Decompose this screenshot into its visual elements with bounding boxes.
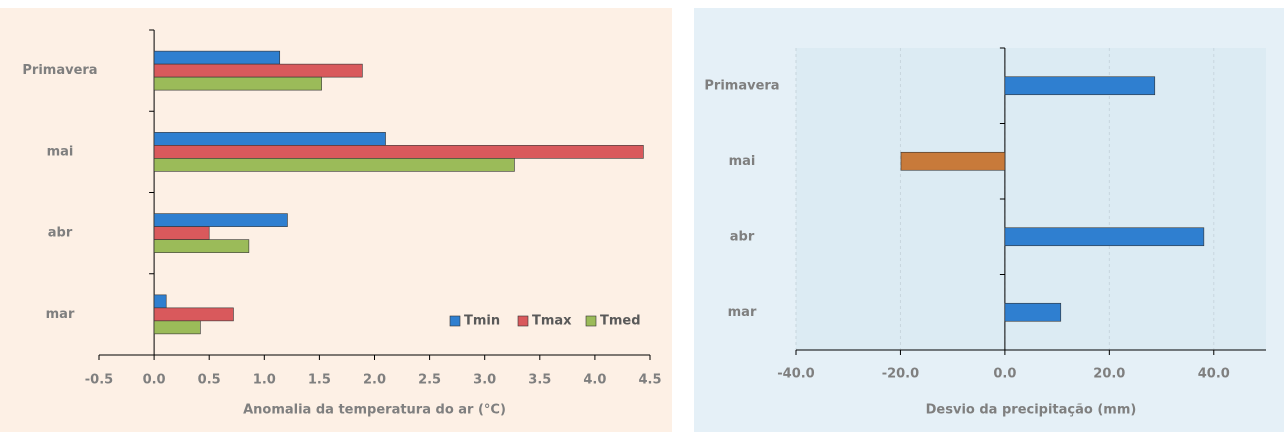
- y-tick-label: Primavera: [704, 78, 779, 93]
- x-axis-title: Anomalia da temperatura do ar (°C): [243, 403, 506, 418]
- bar: [1004, 227, 1205, 247]
- x-tick-label: 1.5: [308, 373, 331, 388]
- y-tick-label: Primavera: [22, 63, 97, 78]
- legend-label: Tmax: [532, 314, 572, 329]
- y-tick-label: mai: [729, 154, 756, 169]
- legend-swatch: [449, 315, 461, 327]
- legend-swatch: [585, 315, 597, 327]
- x-tick-label: 3.5: [528, 373, 551, 388]
- bar: [153, 226, 210, 240]
- y-tick-label: abr: [48, 226, 73, 241]
- x-tick-label: 40.0: [1198, 367, 1230, 382]
- x-tick-label: 3.0: [473, 373, 496, 388]
- bar: [153, 239, 250, 253]
- bar: [1004, 76, 1156, 96]
- x-tick-label: 1.0: [253, 373, 276, 388]
- x-tick-label: 0.0: [993, 367, 1016, 382]
- x-axis-title: Desvio da precipitação (mm): [926, 403, 1137, 418]
- bar: [153, 307, 234, 322]
- x-tick-label: 2.0: [363, 373, 386, 388]
- legend-label: Tmin: [464, 314, 500, 329]
- x-tick-label: -20.0: [882, 367, 919, 382]
- bar: [153, 145, 644, 159]
- x-tick-label: 4.0: [583, 373, 606, 388]
- bar: [153, 320, 201, 335]
- x-tick-label: -40.0: [777, 367, 814, 382]
- x-tick-label: 0.5: [198, 373, 221, 388]
- y-tick-label: mar: [46, 307, 75, 322]
- x-tick-label: 0.0: [143, 373, 166, 388]
- bar: [153, 213, 288, 227]
- x-tick-label: 2.5: [418, 373, 441, 388]
- legend-label: Tmed: [600, 314, 641, 329]
- bar: [153, 63, 363, 78]
- x-tick-label: -0.5: [85, 373, 113, 388]
- bar: [153, 158, 515, 172]
- y-tick-label: mar: [728, 305, 757, 320]
- bar: [153, 132, 386, 146]
- legend-swatch: [517, 315, 529, 327]
- panel-temperature: [0, 8, 672, 432]
- x-tick-label: 20.0: [1093, 367, 1125, 382]
- y-tick-label: mai: [47, 144, 74, 159]
- bar: [153, 294, 167, 309]
- bar: [153, 76, 322, 91]
- x-tick-label: 4.5: [638, 373, 661, 388]
- y-tick-label: abr: [730, 229, 755, 244]
- plot-area: [796, 48, 1266, 350]
- bar: [1004, 302, 1062, 322]
- bar: [900, 151, 1006, 171]
- bar: [153, 50, 281, 65]
